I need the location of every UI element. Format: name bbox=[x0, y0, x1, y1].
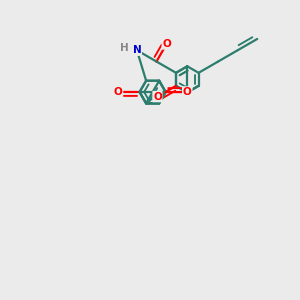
Text: O: O bbox=[153, 92, 162, 102]
Text: O: O bbox=[183, 87, 192, 98]
Text: O: O bbox=[183, 87, 191, 97]
Text: N: N bbox=[133, 45, 141, 55]
Text: H: H bbox=[120, 43, 129, 53]
Text: O: O bbox=[114, 87, 122, 97]
Text: O: O bbox=[162, 39, 171, 49]
